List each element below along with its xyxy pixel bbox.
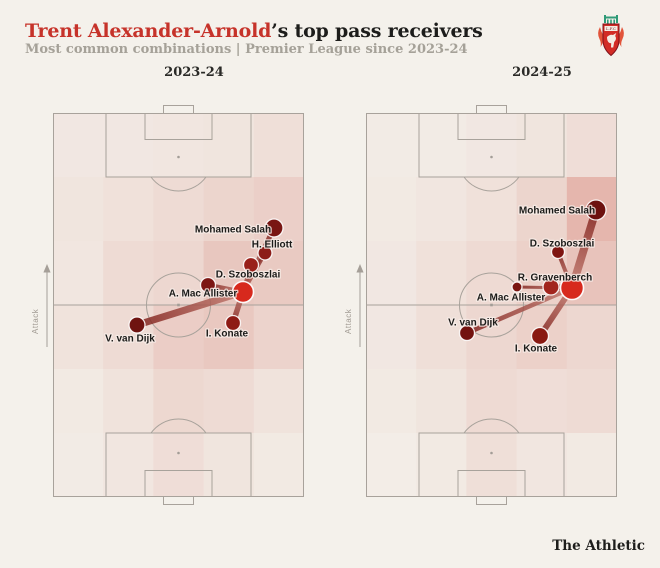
heat-cell <box>466 433 517 497</box>
heat-cell <box>466 113 517 177</box>
heat-cell <box>416 369 467 433</box>
receiver-dot <box>242 256 260 274</box>
receiver-dot <box>542 278 560 296</box>
svg-text:L.F.C: L.F.C <box>606 26 616 31</box>
heat-cell <box>203 113 254 177</box>
brand-logo: The Athletic <box>552 538 645 554</box>
heat-cell <box>566 113 617 177</box>
hub-dot <box>231 280 255 304</box>
hub-dot <box>559 275 585 301</box>
heat-cell <box>466 177 517 241</box>
heat-cell <box>416 305 467 369</box>
attack-arrow-icon: Attack <box>344 264 364 347</box>
pitch-markings <box>366 105 617 505</box>
pass-edge <box>568 208 600 290</box>
receiver-dot <box>550 244 566 260</box>
heat-cell <box>366 433 416 497</box>
heat-cell <box>366 241 417 305</box>
heat-cell <box>53 433 103 497</box>
player-label: D. Szoboszlai <box>530 239 595 250</box>
heat-cell <box>516 433 567 497</box>
heat-cell <box>253 433 304 497</box>
attack-direction-axis: Attack <box>30 264 54 350</box>
heat-cell <box>53 369 104 433</box>
heat-cell <box>103 369 154 433</box>
heat-cell <box>366 369 417 433</box>
player-label: D. Szoboszlai <box>216 270 281 281</box>
pitch-2023-24: Mohamed Salah H. Elliott D. Szoboszlai A. M… <box>53 105 304 505</box>
heat-cell <box>103 177 154 241</box>
receiver-dot <box>511 281 523 293</box>
heat-cell <box>253 369 304 433</box>
heat-cell <box>203 177 254 241</box>
heat-cell <box>416 177 467 241</box>
season-label-2023-24: 2023-24 <box>164 65 224 80</box>
receiver-dot <box>199 276 217 294</box>
heat-cell <box>103 241 154 305</box>
heat-cell <box>566 369 617 433</box>
heat-cell <box>253 305 304 369</box>
pitch-2024-25: Mohamed Salah D. Szoboszlai R. Gravenberch… <box>366 105 617 505</box>
attack-arrow-icon: Attack <box>31 264 51 347</box>
receiver-dot <box>585 199 607 221</box>
player-label: Mohamed Salah <box>195 225 271 236</box>
pass-edge <box>466 285 573 336</box>
heat-cell <box>103 433 154 497</box>
heat-cell <box>466 369 517 433</box>
attack-direction-axis: Attack <box>343 264 367 350</box>
player-label: V. van Dijk <box>448 318 498 329</box>
liverpool-crest-icon: L.F.C <box>598 15 624 57</box>
heat-cell <box>153 113 204 177</box>
receiver-dot <box>224 314 242 332</box>
player-label: I. Konate <box>515 344 558 355</box>
heat-cell <box>366 177 417 241</box>
receiver-dot <box>128 316 146 334</box>
heat-cell <box>203 369 254 433</box>
heat-cell <box>103 113 154 177</box>
heat-cell <box>203 433 254 497</box>
heat-cell <box>153 433 204 497</box>
title-rest: ’s top pass receivers <box>271 20 483 42</box>
heat-cell <box>53 177 104 241</box>
subtitle: Most common combinations | Premier Leagu… <box>25 42 468 57</box>
heat-cell <box>53 241 104 305</box>
pass-edge <box>135 288 245 329</box>
attack-label: Attack <box>31 308 40 334</box>
heat-cell <box>516 369 567 433</box>
heat-cell <box>416 241 467 305</box>
heat-cell <box>366 305 417 369</box>
player-label: Mohamed Salah <box>519 206 595 217</box>
player-label: I. Konate <box>206 329 249 340</box>
player-label: A. Mac Allister <box>477 293 546 304</box>
player-label: A. Mac Allister <box>169 289 238 300</box>
player-label: V. van Dijk <box>105 334 155 345</box>
heat-cell <box>153 369 204 433</box>
player-label: R. Gravenberch <box>518 273 592 284</box>
heat-cell <box>153 177 204 241</box>
heat-cell <box>416 113 466 177</box>
receiver-dot <box>458 324 476 342</box>
title-player-name: Trent Alexander-Arnold <box>25 20 272 42</box>
heat-cell <box>103 305 154 369</box>
heat-cell <box>516 113 567 177</box>
receiver-dot <box>530 326 550 346</box>
heat-cell <box>203 305 254 369</box>
player-label: H. Elliott <box>252 240 293 251</box>
receiver-dot <box>257 245 273 261</box>
page-title: Trent Alexander-Arnold’s top pass receiv… <box>25 20 483 42</box>
heat-cell <box>516 177 567 241</box>
heat-cell <box>566 305 617 369</box>
heat-cell <box>253 113 304 177</box>
attack-label: Attack <box>344 308 353 334</box>
pitch-markings <box>53 105 304 505</box>
season-label-2024-25: 2024-25 <box>512 65 572 80</box>
heat-cell <box>366 113 416 177</box>
receiver-dot <box>264 218 284 238</box>
heat-cell <box>53 113 104 177</box>
heat-cell <box>53 305 104 369</box>
heat-cell <box>416 433 467 497</box>
heat-cell <box>566 433 617 497</box>
